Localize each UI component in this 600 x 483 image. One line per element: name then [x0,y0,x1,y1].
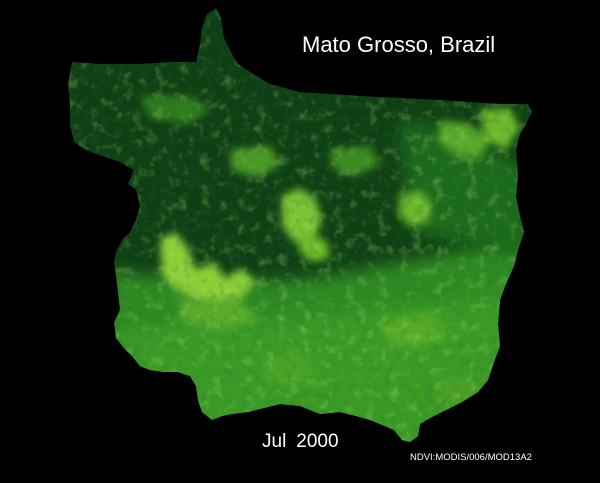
date-month: Jul [262,431,287,452]
date-label: Jul 2000 [262,431,339,453]
map-title: Mato Grosso, Brazil [302,32,496,57]
date-year: 2000 [296,431,339,452]
data-source-label: NDVI:MODIS/006/MOD13A2 [410,452,532,463]
